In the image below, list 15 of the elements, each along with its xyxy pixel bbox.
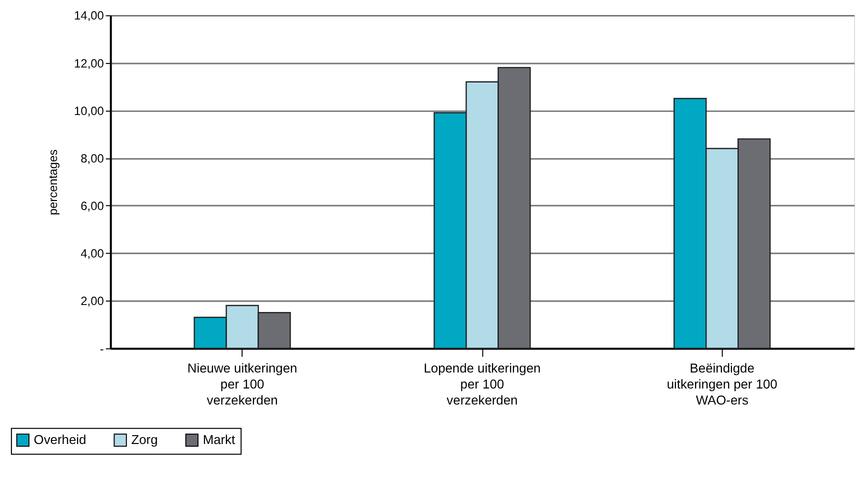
legend-label: Overheid: [34, 432, 86, 448]
y-tick-label: 14,00: [74, 8, 104, 23]
y-tick-label: 2,00: [80, 294, 104, 308]
y-axis-title: percentages: [46, 149, 60, 216]
legend-label: Markt: [202, 432, 236, 448]
y-tick-label: 4,00: [80, 246, 104, 261]
x-tick-label: Lopende uitkeringen per 100 verzekerden: [424, 360, 541, 408]
y-tick-label: 12,00: [74, 56, 104, 70]
y-tick-label: 8,00: [80, 151, 104, 166]
legend-label: Zorg: [131, 432, 158, 448]
x-tick-label: Beëindigde uitkeringen per 100 WAO-ers: [666, 360, 778, 408]
x-tick-label: Nieuwe uitkeringen per 100 verzekerden: [187, 360, 298, 408]
y-tick-label: 10,00: [74, 104, 104, 118]
y-tick-label: 6,00: [80, 199, 104, 214]
y-tick-label: -: [100, 342, 104, 356]
